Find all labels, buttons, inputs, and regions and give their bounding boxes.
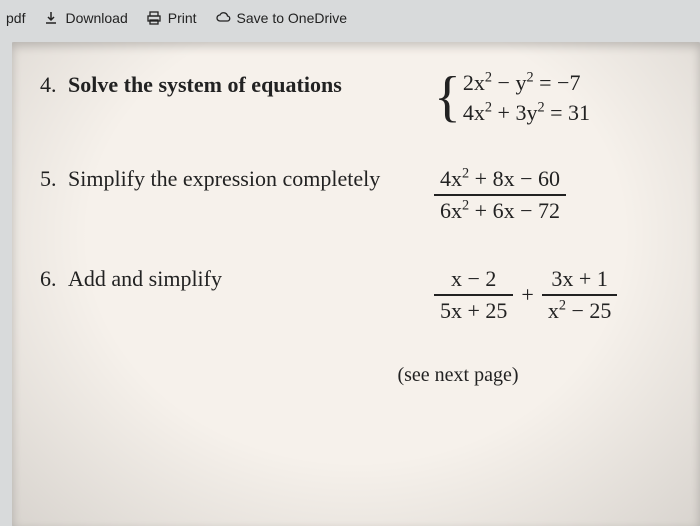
download-label: Download [65, 10, 127, 26]
document-page: 4. Solve the system of equations { 2x2 −… [12, 42, 700, 526]
download-button[interactable]: Download [43, 10, 127, 26]
plus-sign: + [521, 282, 533, 308]
print-icon [146, 10, 162, 26]
see-next-page: (see next page) [40, 364, 676, 387]
download-icon [43, 10, 59, 26]
fraction-expression: 4x2 + 8x − 60 6x2 + 6x − 72 [434, 164, 566, 226]
print-button[interactable]: Print [146, 10, 197, 26]
filetype-label: pdf [6, 10, 25, 26]
save-label: Save to OneDrive [237, 10, 348, 26]
problem-6: 6. Add and simplify x − 2 5x + 25 + 3x +… [40, 264, 676, 326]
problem-prompt: Add and simplify [68, 264, 428, 292]
problem-math: 4x2 + 8x − 60 6x2 + 6x − 72 [428, 164, 676, 226]
problem-math: x − 2 5x + 25 + 3x + 1 x2 − 25 [428, 264, 676, 326]
problem-number: 4. [40, 70, 68, 98]
equation-2: 4x2 + 3y2 = 31 [463, 100, 590, 126]
problem-number: 5. [40, 164, 68, 192]
equation-1: 2x2 − y2 = −7 [463, 70, 590, 96]
fraction-2: 3x + 1 x2 − 25 [542, 264, 618, 326]
fraction-1: x − 2 5x + 25 [434, 264, 513, 326]
problem-prompt: Solve the system of equations [68, 70, 428, 98]
problem-4: 4. Solve the system of equations { 2x2 −… [40, 70, 676, 126]
problem-number: 6. [40, 264, 68, 292]
problem-prompt: Simplify the expression completely [68, 164, 428, 192]
problem-5: 5. Simplify the expression completely 4x… [40, 164, 676, 226]
save-onedrive-button[interactable]: Save to OneDrive [215, 10, 348, 26]
problem-math: { 2x2 − y2 = −7 4x2 + 3y2 = 31 [428, 70, 676, 126]
print-label: Print [168, 10, 197, 26]
pdf-toolbar: pdf Download Print Save to OneDrive [0, 0, 700, 36]
cloud-save-icon [215, 10, 231, 26]
left-brace: { [434, 78, 461, 117]
